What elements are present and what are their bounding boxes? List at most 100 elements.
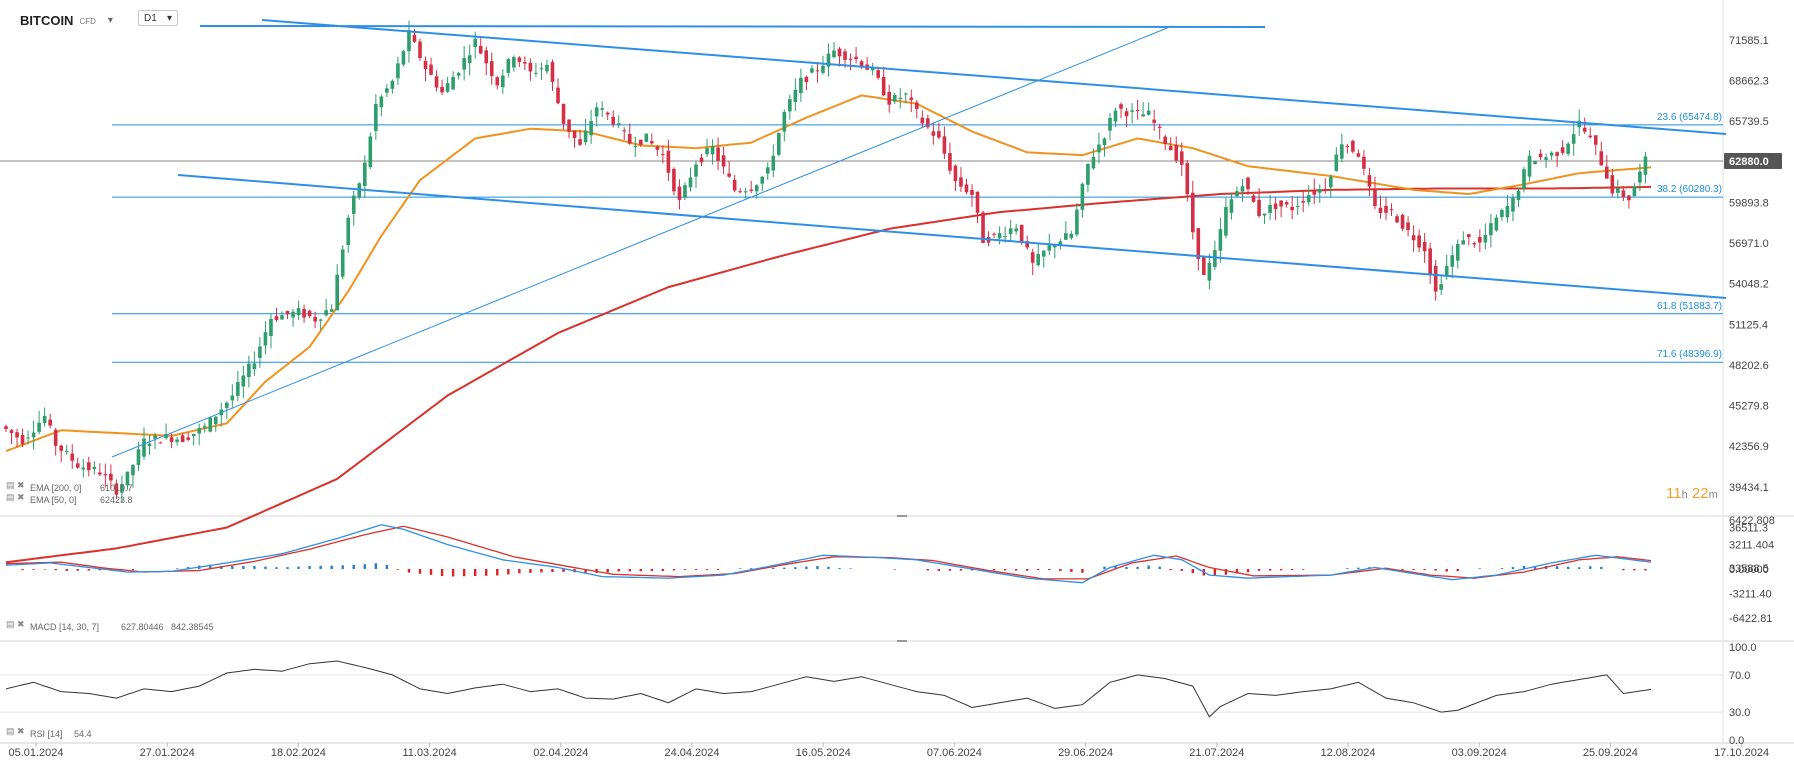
candle-body bbox=[175, 439, 179, 442]
candle-body bbox=[754, 185, 759, 192]
macd-histogram-bar bbox=[1268, 569, 1272, 571]
macd-histogram-bar bbox=[816, 566, 819, 569]
candle-body bbox=[1229, 199, 1234, 213]
macd-legend: MACD [14, 30, 7] bbox=[30, 622, 99, 632]
candle-body bbox=[1279, 200, 1283, 207]
price-tick-label: 45279.8 bbox=[1729, 401, 1769, 413]
fib-level-label: 38.2 (60280.3) bbox=[1657, 184, 1722, 195]
macd-histogram-bar bbox=[308, 565, 311, 569]
timeframe-select[interactable]: D1 ▾ bbox=[138, 10, 178, 26]
macd-histogram-bar bbox=[1290, 569, 1294, 571]
candle-body bbox=[467, 55, 472, 63]
macd-histogram-bar bbox=[1644, 569, 1647, 571]
candle-body bbox=[1433, 265, 1438, 292]
macd-histogram-bar bbox=[1500, 568, 1504, 569]
candle-body bbox=[445, 83, 450, 92]
fib-level-label: 23.6 (65474.8) bbox=[1657, 112, 1722, 123]
current-price-tag bbox=[1724, 152, 1782, 169]
candle-body bbox=[964, 184, 969, 193]
candle-body bbox=[1406, 222, 1410, 230]
candle-body bbox=[1395, 216, 1399, 223]
macd-histogram-bar bbox=[1048, 569, 1051, 571]
macd-histogram-bar bbox=[584, 569, 587, 573]
macd-histogram-bar bbox=[43, 569, 46, 570]
candle-body bbox=[1467, 234, 1471, 238]
symbol-name: BITCOIN bbox=[20, 12, 74, 28]
candle-body bbox=[1251, 195, 1256, 202]
candle-body bbox=[1108, 117, 1112, 131]
candle-body bbox=[1538, 153, 1543, 158]
candle-body bbox=[1284, 202, 1289, 205]
candle-body bbox=[1218, 229, 1223, 251]
candle-body bbox=[622, 130, 627, 132]
candle-body bbox=[1527, 155, 1532, 177]
candle-body bbox=[1224, 206, 1228, 236]
candle-body bbox=[997, 233, 1002, 239]
macd-tick-label: -6422.81 bbox=[1729, 613, 1772, 625]
price-tick-label: 68662.3 bbox=[1729, 76, 1769, 88]
macd-histogram-bar bbox=[705, 569, 709, 570]
candle-body bbox=[1461, 240, 1466, 245]
candle-body bbox=[1191, 192, 1195, 233]
candle-body bbox=[1533, 161, 1537, 165]
candle-body bbox=[1455, 243, 1460, 261]
candle-body bbox=[37, 422, 41, 432]
candle-body bbox=[1549, 152, 1554, 156]
candle-body bbox=[374, 103, 378, 131]
macd-histogram-bar bbox=[716, 569, 720, 570]
macd-histogram-bar bbox=[76, 569, 79, 571]
candle-body bbox=[1389, 209, 1394, 211]
macd-histogram-bar bbox=[606, 569, 609, 573]
macd-histogram-bar bbox=[87, 569, 90, 571]
candle-body bbox=[1544, 157, 1548, 160]
candle-body bbox=[363, 162, 367, 187]
macd-histogram-bar bbox=[1511, 567, 1515, 569]
candle-body bbox=[992, 233, 996, 235]
macd-histogram-bar bbox=[1566, 566, 1570, 569]
candle-body bbox=[462, 58, 466, 70]
candle-body bbox=[1047, 245, 1052, 251]
candle-body bbox=[340, 249, 345, 277]
candle-body bbox=[1295, 205, 1300, 207]
candle-body bbox=[887, 91, 891, 105]
macd-histogram-bar bbox=[418, 569, 422, 574]
candle-body bbox=[1053, 245, 1057, 248]
macd-histogram-bar bbox=[694, 569, 698, 570]
channel-upper-line bbox=[261, 19, 1727, 135]
candle-body bbox=[269, 318, 273, 336]
macd-histogram-bar bbox=[462, 569, 466, 577]
candle-body bbox=[125, 471, 130, 486]
candle-body bbox=[821, 65, 825, 73]
rising-trendline bbox=[111, 25, 1173, 458]
macd-histogram-bar bbox=[407, 569, 411, 573]
timer-minutes: 22 bbox=[1691, 485, 1709, 502]
candle-body bbox=[1483, 235, 1488, 243]
candle-body bbox=[777, 133, 781, 155]
candle-body bbox=[1179, 151, 1184, 165]
candle-body bbox=[926, 118, 930, 128]
indicator-settings-icon: ▤ ✖ bbox=[6, 480, 25, 490]
candle-body bbox=[716, 147, 720, 161]
candle-body bbox=[545, 64, 549, 72]
candle-body bbox=[528, 62, 533, 72]
candle-body bbox=[705, 148, 709, 155]
macd-histogram-bar bbox=[948, 569, 952, 571]
rsi-legend: RSI [14] bbox=[30, 729, 63, 739]
candle-body bbox=[1003, 235, 1007, 237]
macd-histogram-bar bbox=[1357, 567, 1360, 569]
macd-histogram-bar bbox=[661, 569, 665, 571]
candle-body bbox=[15, 432, 19, 438]
caret-down-icon[interactable]: ▾ bbox=[107, 14, 113, 26]
macd-histogram-bar bbox=[551, 569, 554, 572]
symbol-header[interactable]: BITCOIN CFD ▾ bbox=[20, 10, 113, 30]
candle-body bbox=[412, 34, 417, 42]
candle-body bbox=[799, 77, 803, 94]
candle-body bbox=[53, 429, 58, 446]
macd-histogram-bar bbox=[1589, 566, 1592, 569]
candle-body bbox=[534, 72, 538, 74]
candle-body bbox=[1290, 206, 1294, 211]
candle-body bbox=[478, 45, 483, 54]
candle-body bbox=[1560, 147, 1565, 153]
